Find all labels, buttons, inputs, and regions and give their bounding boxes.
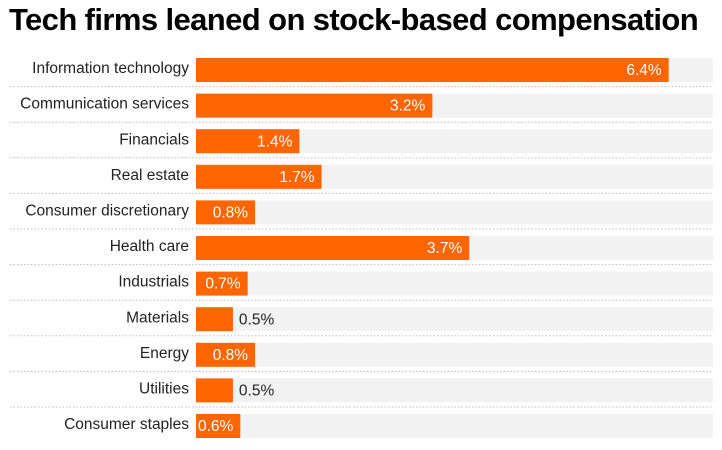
bar xyxy=(196,271,248,296)
bar xyxy=(196,93,433,118)
bar xyxy=(196,307,233,332)
value-label: 6.4% xyxy=(626,62,662,79)
category-label: Communication services xyxy=(20,96,189,113)
category-label: Energy xyxy=(140,345,189,362)
bar xyxy=(196,129,300,154)
bar xyxy=(196,414,241,438)
value-label: 0.8% xyxy=(213,347,249,364)
bar xyxy=(196,58,669,82)
category-label: Information technology xyxy=(32,60,189,77)
category-label: Consumer discretionary xyxy=(25,202,189,219)
category-label: Industrials xyxy=(118,274,189,291)
bar-track xyxy=(196,271,713,296)
category-label: Health care xyxy=(110,238,189,255)
value-label: 0.5% xyxy=(239,382,275,399)
bar-track xyxy=(196,378,713,403)
category-label: Consumer staples xyxy=(64,416,189,433)
category-label: Real estate xyxy=(111,167,189,184)
value-label: 1.4% xyxy=(257,133,293,150)
bar-track xyxy=(196,200,713,225)
category-label: Materials xyxy=(126,309,189,326)
value-label: 3.7% xyxy=(427,240,463,257)
category-label: Utilities xyxy=(139,380,189,397)
value-label: 0.7% xyxy=(205,276,241,293)
category-label: Financials xyxy=(119,131,189,148)
bar xyxy=(196,342,256,367)
value-label: 3.2% xyxy=(390,98,426,115)
bar-track xyxy=(196,414,713,438)
bar xyxy=(196,378,233,403)
value-label: 1.7% xyxy=(279,169,315,186)
value-label: 0.5% xyxy=(239,311,275,328)
bar-track xyxy=(196,342,713,367)
chart-title: Tech firms leaned on stock-based compens… xyxy=(9,2,699,37)
value-label: 0.8% xyxy=(213,204,249,221)
bar-track xyxy=(196,307,713,332)
value-label: 0.6% xyxy=(198,418,234,435)
bar xyxy=(196,164,322,189)
bar xyxy=(196,236,470,260)
bar xyxy=(196,200,256,225)
